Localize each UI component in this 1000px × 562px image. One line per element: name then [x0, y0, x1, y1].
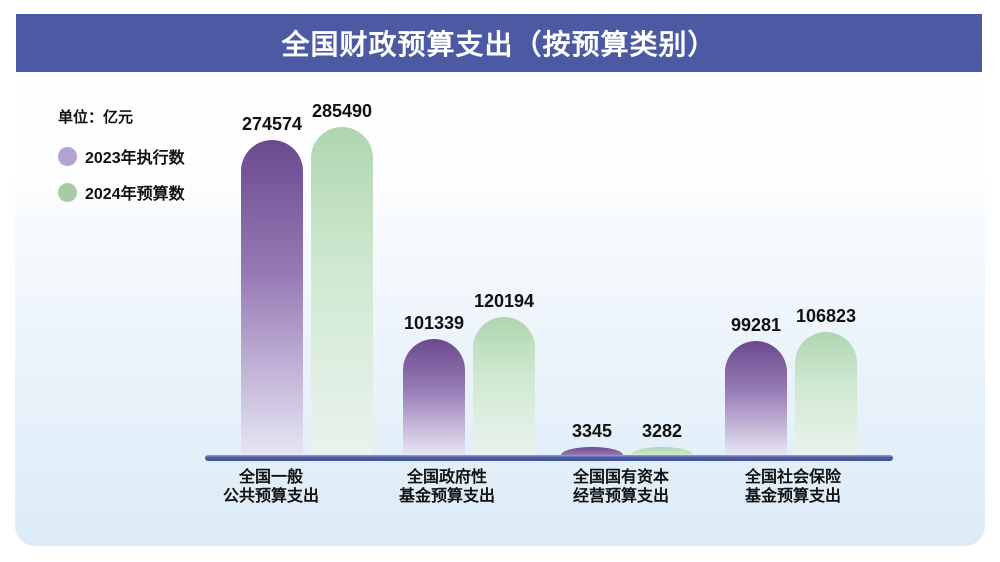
category-label-line: 全国国有资本	[572, 469, 669, 486]
category-label-line: 基金预算支出	[398, 488, 495, 505]
category-label: 全国社会保险 基金预算支出	[683, 468, 903, 506]
chart-legend: 单位：亿元 2023年执行数 2024年预算数	[58, 106, 185, 216]
value-label: 101339	[403, 313, 465, 333]
bar-column: 120194	[473, 291, 535, 455]
value-label: 274574	[241, 114, 303, 134]
bar-2023	[241, 140, 303, 455]
legend-label-2023: 2023年执行数	[85, 150, 185, 167]
bar-column: 101339	[403, 313, 465, 455]
category-label-line: 全国政府性	[406, 469, 487, 486]
bar-2023	[561, 447, 623, 455]
category-label-line: 全国社会保险	[744, 469, 841, 486]
bar-column: 106823	[795, 306, 857, 455]
bar-column: 3282	[631, 421, 693, 455]
bar-2024	[631, 447, 693, 455]
value-label: 99281	[730, 315, 782, 335]
value-label: 285490	[311, 101, 373, 121]
category-label-line: 全国一般	[238, 469, 303, 486]
bar-column: 285490	[311, 101, 373, 455]
value-label: 106823	[795, 306, 857, 326]
bar-column: 274574	[241, 114, 303, 455]
legend-label-2024: 2024年预算数	[85, 186, 185, 203]
bar-2023	[725, 341, 787, 455]
bar-group-1: 274574 285490	[241, 101, 373, 455]
category-label: 全国政府性基金预算支出	[337, 468, 557, 506]
bar-group-2: 101339 120194	[403, 291, 535, 455]
page-title: 全国财政预算支出（按预算类别）	[281, 29, 717, 60]
unit-label: 单位：亿元	[58, 109, 134, 126]
bar-group-3: 3345 3282	[561, 421, 693, 455]
legend-item-2023: 2023年执行数	[58, 144, 185, 168]
legend-swatch-2024-icon	[58, 182, 77, 202]
category-label-line: 经营预算支出	[572, 488, 669, 505]
category-label: 全国国有资本 经营预算支出	[511, 468, 731, 506]
category-label-line: 基金预算支出	[744, 488, 841, 505]
background-card	[15, 6, 985, 546]
bar-column: 99281	[725, 315, 787, 455]
bar-group-4: 99281 106823	[725, 306, 857, 455]
legend-swatch-2023-icon	[58, 146, 77, 166]
chart-baseline	[205, 455, 893, 461]
bar-2024	[473, 317, 535, 455]
legend-item-2024: 2024年预算数	[58, 180, 185, 204]
value-label: 120194	[473, 291, 535, 311]
bar-2024	[795, 332, 857, 455]
category-label-line: 公共预算支出	[222, 488, 319, 505]
bar-2023	[403, 339, 465, 455]
bar-2024	[311, 127, 373, 455]
value-label: 3282	[641, 421, 683, 441]
title-banner: 全国财政预算支出（按预算类别）	[16, 14, 982, 72]
value-label: 3345	[571, 421, 613, 441]
bar-column: 3345	[561, 421, 623, 455]
category-label: 全国一般公共预算支出	[161, 468, 381, 506]
